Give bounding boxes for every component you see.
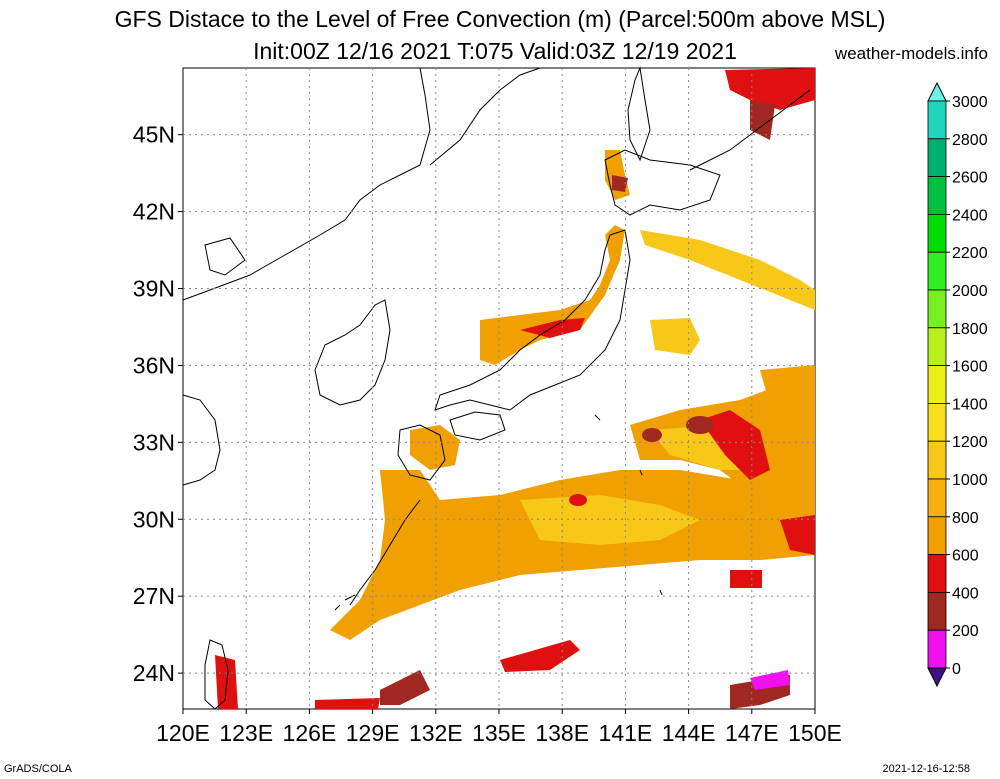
coast-honshu bbox=[434, 229, 631, 411]
colorbar-bin bbox=[927, 516, 947, 555]
coast-kyushu bbox=[397, 424, 446, 481]
site-credit: weather-models.info bbox=[834, 44, 988, 63]
lon-tick-label: 120E bbox=[156, 720, 210, 746]
coast-korea bbox=[314, 299, 391, 406]
lat-tick-label: 36N bbox=[133, 352, 175, 378]
colorbar-bottom-arrow bbox=[927, 667, 947, 688]
lat-tick-label: 45N bbox=[133, 122, 175, 148]
lat-tick-label: 27N bbox=[133, 583, 175, 609]
colorbar-label: 2600 bbox=[952, 170, 988, 187]
coast-russia-primorye bbox=[429, 67, 541, 166]
field-patch-red-5 bbox=[500, 640, 580, 672]
colorbar-label: 1600 bbox=[952, 359, 988, 376]
field-patch-brown-3 bbox=[380, 670, 430, 705]
colorbar-label: 1200 bbox=[952, 434, 988, 451]
lat-tick-label: 30N bbox=[133, 506, 175, 532]
lon-tick-label: 129E bbox=[346, 720, 400, 746]
field-patch-red-1 bbox=[700, 410, 770, 480]
field-patch-hokkaido-red bbox=[612, 175, 628, 192]
colorbar-label: 2400 bbox=[952, 207, 988, 224]
field-patch-south-band bbox=[330, 470, 815, 640]
coast-taiwan bbox=[204, 639, 229, 710]
coast-china-south bbox=[182, 394, 221, 486]
colorbar-label: 2000 bbox=[952, 283, 988, 300]
coast-hokkaido bbox=[604, 149, 721, 216]
coast-islands-east bbox=[334, 414, 663, 611]
lon-tick-label: 126E bbox=[283, 720, 337, 746]
colorbar-label: 2200 bbox=[952, 245, 988, 262]
field-patch-sea-of-japan bbox=[480, 225, 625, 365]
field-patch-east-of-honshu bbox=[650, 318, 700, 355]
colorbar-label: 1400 bbox=[952, 396, 988, 413]
colorbar-bin bbox=[927, 440, 947, 480]
lon-tick-label: 150E bbox=[788, 720, 842, 746]
colorbar-bin bbox=[927, 629, 947, 669]
colorbar-label: 400 bbox=[952, 585, 979, 602]
field-patch-right-orange bbox=[760, 365, 815, 410]
field-patch-south-band-light bbox=[520, 495, 700, 545]
coast-shikoku bbox=[449, 411, 506, 441]
lat-tick-label: 39N bbox=[133, 276, 175, 302]
colorbar: 3000280026002400220020001800160014001200… bbox=[927, 81, 988, 688]
colorbar-bin bbox=[927, 327, 947, 366]
colorbar-label: 2800 bbox=[952, 132, 988, 149]
colorbar-label: 600 bbox=[952, 548, 979, 565]
lon-tick-label: 123E bbox=[219, 720, 273, 746]
lat-tick-label: 42N bbox=[133, 199, 175, 225]
field-patch-kyushu bbox=[410, 425, 460, 470]
colorbar-label: 1000 bbox=[952, 472, 988, 489]
colorbar-bin bbox=[927, 138, 947, 178]
chart-title: GFS Distace to the Level of Free Convect… bbox=[114, 6, 886, 32]
colorbar-label: 1800 bbox=[952, 321, 988, 338]
lat-tick-label: 24N bbox=[133, 660, 175, 686]
gridlines bbox=[183, 68, 815, 709]
field-patch-red-4 bbox=[569, 494, 587, 506]
coast-bohai bbox=[204, 237, 246, 276]
colorbar-label: 3000 bbox=[952, 94, 988, 111]
colorbar-top-arrow bbox=[927, 81, 947, 102]
lon-tick-label: 138E bbox=[535, 720, 589, 746]
lat-tick-label: 33N bbox=[133, 429, 175, 455]
colorbar-label: 0 bbox=[952, 661, 961, 678]
colorbar-bin bbox=[927, 289, 947, 329]
colorbar-bin bbox=[927, 213, 947, 253]
colorbar-bin bbox=[927, 402, 947, 442]
colorbar-bin bbox=[927, 592, 947, 631]
chart-subtitle: Init:00Z 12/16 2021 T:075 Valid:03Z 12/1… bbox=[253, 38, 737, 64]
colorbar-bin bbox=[927, 365, 947, 404]
colorbar-bin bbox=[927, 251, 947, 291]
coast-sakhalin bbox=[627, 66, 651, 162]
colorbar-bin bbox=[927, 100, 947, 140]
field-patch-north-red bbox=[725, 68, 815, 110]
field-patch-brown-2 bbox=[642, 428, 662, 442]
footer-left: GrADS/COLA bbox=[4, 763, 72, 775]
field-patch-red-6 bbox=[315, 698, 380, 709]
axis-ticks: 120E 123E 126E 129E 132E 135E 138E 141E 144E 147E… bbox=[133, 122, 842, 746]
colorbar-bin bbox=[927, 478, 947, 518]
lon-tick-label: 135E bbox=[472, 720, 526, 746]
field-patch-brown-1 bbox=[686, 416, 714, 434]
coastlines bbox=[182, 66, 811, 710]
lon-tick-label: 144E bbox=[662, 720, 716, 746]
colorbar-bin bbox=[927, 176, 947, 215]
field-patch-northeast-band bbox=[640, 230, 815, 310]
coast-kuril bbox=[689, 89, 811, 171]
lon-tick-label: 147E bbox=[725, 720, 779, 746]
footer-right: 2021-12-16-12:58 bbox=[882, 763, 970, 775]
field-patch-se-magenta bbox=[750, 670, 790, 690]
field-patch-red-2 bbox=[730, 570, 762, 588]
lon-tick-label: 141E bbox=[599, 720, 653, 746]
lon-tick-label: 132E bbox=[409, 720, 463, 746]
colorbar-label: 800 bbox=[952, 510, 979, 527]
colorbar-label: 200 bbox=[952, 623, 979, 640]
coast-ryukyu bbox=[349, 499, 421, 606]
field-patch-red-3 bbox=[780, 515, 815, 555]
colorbar-bin bbox=[927, 554, 947, 593]
coast-china-mainland bbox=[182, 67, 431, 301]
